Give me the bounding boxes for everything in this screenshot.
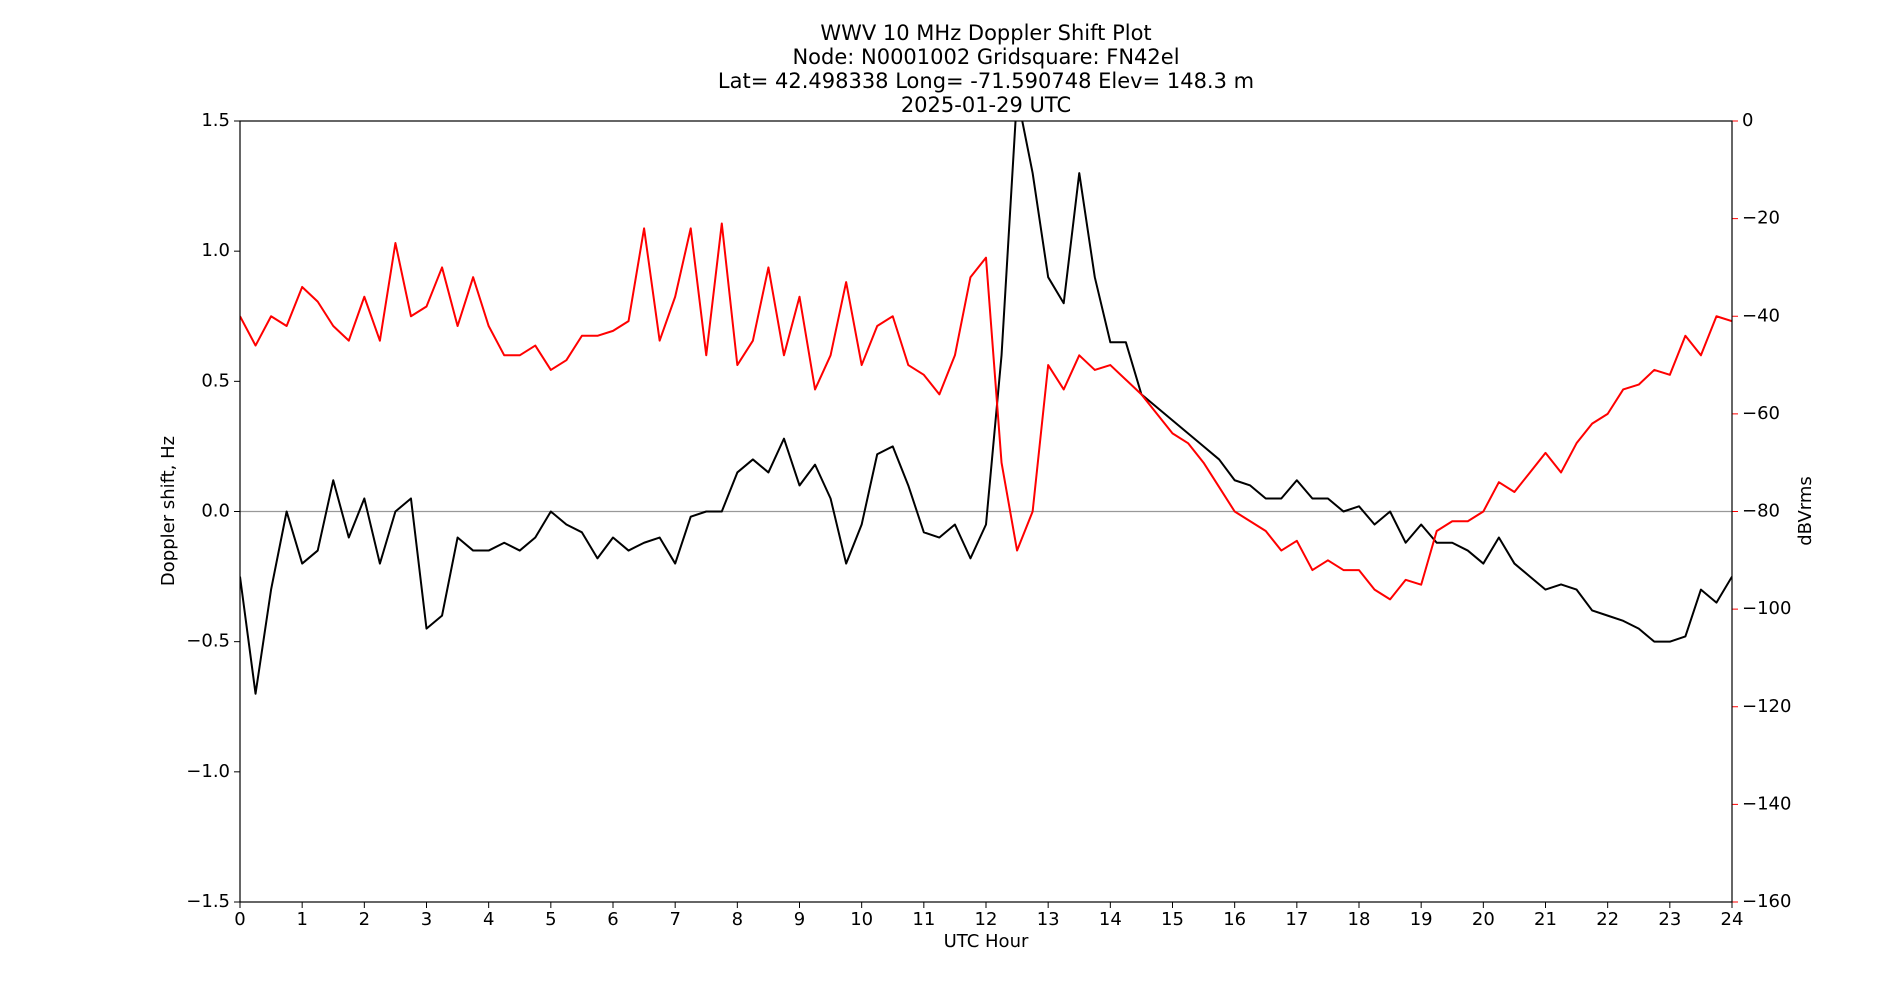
x-tick-label: 4	[483, 909, 494, 930]
y2-tick-label: −140	[1742, 793, 1791, 814]
y-axis-label: Doppler shift, Hz	[158, 436, 179, 586]
plot-frame	[239, 120, 1733, 903]
x-tick-label: 5	[545, 909, 556, 930]
y2-tick-label: −120	[1742, 696, 1791, 717]
y2-tick-label: −40	[1742, 305, 1780, 326]
chart-subtitle: Node: N0001002 Gridsquare: FN42el	[792, 45, 1179, 69]
x-tick-label: 0	[234, 909, 245, 930]
x-tick-label: 21	[1534, 909, 1557, 930]
y2-tick-label: −160	[1742, 891, 1791, 912]
x-tick-label: 23	[1658, 909, 1681, 930]
data-line	[240, 121, 1732, 695]
chart-subtitle: Lat= 42.498338 Long= -71.590748 Elev= 14…	[718, 69, 1254, 93]
x-tick-label: 22	[1596, 909, 1619, 930]
y-tick-label: −1.5	[186, 891, 230, 912]
x-tick-label: 1	[296, 909, 307, 930]
x-tick-label: 17	[1285, 909, 1308, 930]
y2-tick-label: −80	[1742, 501, 1780, 522]
x-tick-label: 3	[421, 909, 432, 930]
x-tick-label: 7	[669, 909, 680, 930]
x-tick-label: 20	[1472, 909, 1495, 930]
y2-tick-label: −100	[1742, 598, 1791, 619]
y2-tick-label: −20	[1742, 208, 1780, 229]
x-tick-label: 9	[794, 909, 805, 930]
y-tick-label: 1.0	[201, 240, 230, 261]
x-tick-label: 2	[359, 909, 370, 930]
y2-axis-label: dBVrms	[1795, 476, 1816, 546]
data-line	[240, 222, 1732, 601]
x-tick-label: 19	[1410, 909, 1433, 930]
x-tick-label: 13	[1037, 909, 1060, 930]
x-tick-label: 16	[1223, 909, 1246, 930]
x-tick-label: 12	[975, 909, 998, 930]
y2-tick-label: 0	[1742, 110, 1753, 131]
chart-subtitle: 2025-01-29 UTC	[901, 93, 1071, 117]
chart-title: WWV 10 MHz Doppler Shift Plot	[820, 21, 1151, 45]
x-tick-label: 8	[732, 909, 743, 930]
x-tick-label: 11	[912, 909, 935, 930]
y-tick-label: 0.5	[201, 370, 230, 391]
x-tick-label: 6	[607, 909, 618, 930]
x-tick-label: 10	[850, 909, 873, 930]
y2-tick-label: −60	[1742, 403, 1780, 424]
x-axis-label: UTC Hour	[944, 931, 1029, 952]
y-tick-label: 1.5	[201, 110, 230, 131]
y-tick-label: −0.5	[186, 631, 230, 652]
y-tick-label: −1.0	[186, 761, 230, 782]
x-tick-label: 18	[1348, 909, 1371, 930]
y-tick-label: 0.0	[201, 501, 230, 522]
x-tick-label: 14	[1099, 909, 1122, 930]
x-tick-label: 24	[1721, 909, 1744, 930]
x-tick-label: 15	[1161, 909, 1184, 930]
